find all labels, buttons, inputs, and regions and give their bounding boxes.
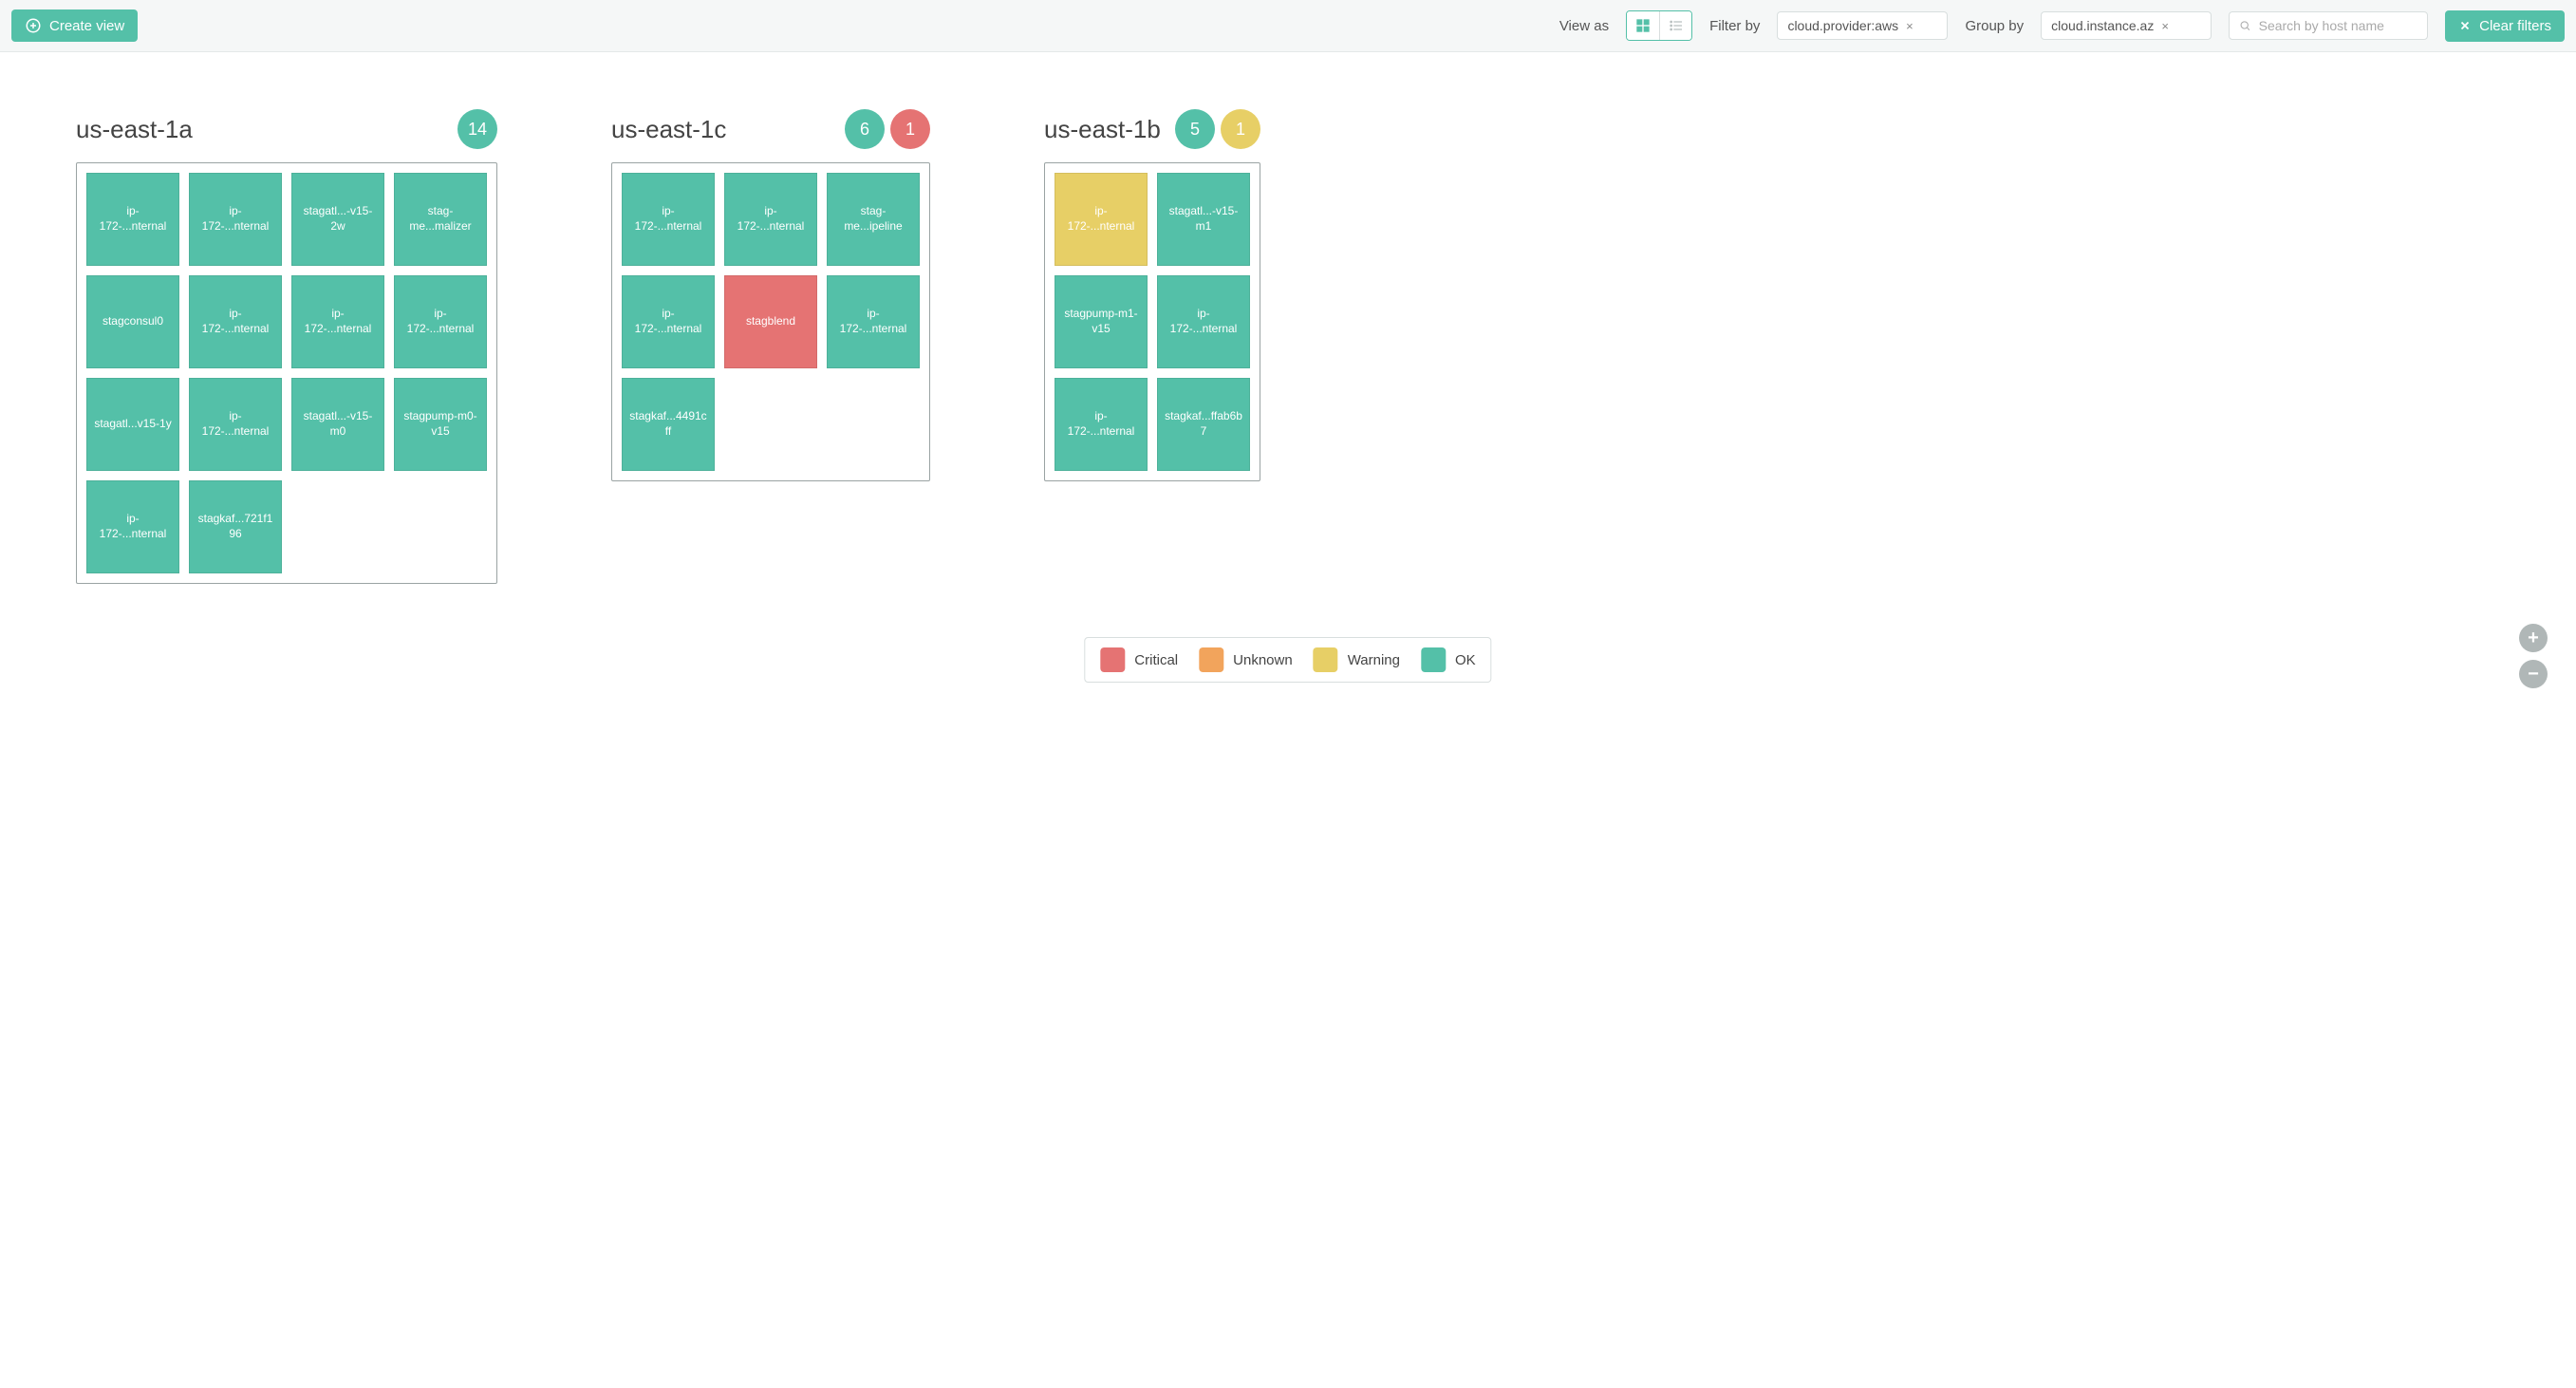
host-tile[interactable]: stagatl...v15-1y <box>86 378 179 471</box>
legend-label: OK <box>1455 652 1476 668</box>
search-icon <box>2239 19 2250 32</box>
host-tile[interactable]: stagkaf...4491cff <box>622 378 715 471</box>
availability-zone-group: us-east-1b51ip-172-...nternalstagatl...-… <box>1044 109 1260 481</box>
group-count-badge: 6 <box>845 109 885 149</box>
legend-label: Unknown <box>1233 652 1293 668</box>
host-tile[interactable]: ip-172-...nternal <box>1055 378 1148 471</box>
legend-swatch <box>1421 647 1446 672</box>
host-tile[interactable]: stag-me...malizer <box>394 173 487 266</box>
group-header: us-east-1a14 <box>76 109 497 149</box>
clear-filters-button[interactable]: Clear filters <box>2445 10 2565 42</box>
group-by-input[interactable]: cloud.instance.az × <box>2041 11 2212 40</box>
host-tile[interactable]: stagpump-m1-v15 <box>1055 275 1148 368</box>
zoom-controls: + − <box>2519 624 2548 688</box>
filter-by-label: Filter by <box>1709 18 1760 34</box>
groups-row: us-east-1a14ip-172-...nternalip-172-...n… <box>76 109 2500 584</box>
group-remove-icon[interactable]: × <box>2161 19 2169 33</box>
group-by-label: Group by <box>1965 18 2024 34</box>
host-tile[interactable]: ip-172-...nternal <box>291 275 384 368</box>
group-title: us-east-1a <box>76 115 452 144</box>
legend-swatch <box>1314 647 1338 672</box>
group-count-badge: 14 <box>457 109 497 149</box>
host-tile[interactable]: stagblend <box>724 275 817 368</box>
host-tile[interactable]: ip-172-...nternal <box>394 275 487 368</box>
list-icon <box>1669 18 1684 33</box>
grid-icon <box>1635 18 1651 33</box>
host-grid: ip-172-...nternalip-172-...nternalstagat… <box>86 173 487 573</box>
search-host-input[interactable] <box>2229 11 2428 40</box>
host-map-canvas: us-east-1a14ip-172-...nternalip-172-...n… <box>0 52 2576 717</box>
group-count-badge: 5 <box>1175 109 1215 149</box>
clear-filters-label: Clear filters <box>2479 18 2551 34</box>
host-tile[interactable]: stag-me...ipeline <box>827 173 920 266</box>
host-grid: ip-172-...nternalip-172-...nternalstag-m… <box>622 173 920 471</box>
zoom-in-button[interactable]: + <box>2519 624 2548 652</box>
host-tile[interactable]: ip-172-...nternal <box>827 275 920 368</box>
group-count-badge: 1 <box>890 109 930 149</box>
host-tile[interactable]: stagatl...-v15-2w <box>291 173 384 266</box>
host-tile[interactable]: ip-172-...nternal <box>86 480 179 573</box>
group-header: us-east-1b51 <box>1044 109 1260 149</box>
host-tile[interactable]: ip-172-...nternal <box>1157 275 1250 368</box>
filter-remove-icon[interactable]: × <box>1906 19 1913 33</box>
host-tile[interactable]: stagkaf...721f196 <box>189 480 282 573</box>
host-tile[interactable]: ip-172-...nternal <box>189 275 282 368</box>
host-tile[interactable]: stagkaf...ffab6b7 <box>1157 378 1250 471</box>
legend-item: OK <box>1421 647 1476 672</box>
group-title: us-east-1b <box>1044 115 1169 144</box>
group-box: ip-172-...nternalstagatl...-v15-m1stagpu… <box>1044 162 1260 481</box>
host-tile[interactable]: ip-172-...nternal <box>1055 173 1148 266</box>
group-by-value: cloud.instance.az <box>2051 18 2154 33</box>
legend-label: Critical <box>1134 652 1178 668</box>
search-host-field[interactable] <box>2259 18 2418 33</box>
legend-label: Warning <box>1348 652 1400 668</box>
legend-item: Unknown <box>1199 647 1293 672</box>
filter-by-input[interactable]: cloud.provider:aws × <box>1777 11 1948 40</box>
host-tile[interactable]: ip-172-...nternal <box>189 173 282 266</box>
zoom-out-button[interactable]: − <box>2519 660 2548 688</box>
toolbar: Create view View as Filter by cloud.prov… <box>0 0 2576 52</box>
plus-circle-icon <box>25 17 42 34</box>
legend-swatch <box>1100 647 1125 672</box>
view-as-label: View as <box>1559 18 1609 34</box>
legend-item: Critical <box>1100 647 1178 672</box>
availability-zone-group: us-east-1a14ip-172-...nternalip-172-...n… <box>76 109 497 584</box>
host-grid: ip-172-...nternalstagatl...-v15-m1stagpu… <box>1055 173 1250 471</box>
host-tile[interactable]: stagpump-m0-v15 <box>394 378 487 471</box>
group-box: ip-172-...nternalip-172-...nternalstagat… <box>76 162 497 584</box>
view-list-button[interactable] <box>1659 11 1691 40</box>
availability-zone-group: us-east-1c61ip-172-...nternalip-172-...n… <box>611 109 930 481</box>
host-tile[interactable]: ip-172-...nternal <box>189 378 282 471</box>
close-icon <box>2458 19 2472 32</box>
group-title: us-east-1c <box>611 115 839 144</box>
host-tile[interactable]: stagconsul0 <box>86 275 179 368</box>
group-count-badge: 1 <box>1221 109 1260 149</box>
create-view-label: Create view <box>49 18 124 34</box>
legend-swatch <box>1199 647 1223 672</box>
status-legend: Critical Unknown Warning OK <box>1084 637 1491 683</box>
host-tile[interactable]: ip-172-...nternal <box>622 173 715 266</box>
host-tile[interactable]: ip-172-...nternal <box>86 173 179 266</box>
host-tile[interactable]: ip-172-...nternal <box>622 275 715 368</box>
group-box: ip-172-...nternalip-172-...nternalstag-m… <box>611 162 930 481</box>
group-header: us-east-1c61 <box>611 109 930 149</box>
view-toggle <box>1626 10 1692 41</box>
view-grid-button[interactable] <box>1627 11 1659 40</box>
filter-by-value: cloud.provider:aws <box>1787 18 1898 33</box>
host-tile[interactable]: ip-172-...nternal <box>724 173 817 266</box>
legend-item: Warning <box>1314 647 1400 672</box>
host-tile[interactable]: stagatl...-v15-m1 <box>1157 173 1250 266</box>
host-tile[interactable]: stagatl...-v15-m0 <box>291 378 384 471</box>
create-view-button[interactable]: Create view <box>11 9 138 42</box>
